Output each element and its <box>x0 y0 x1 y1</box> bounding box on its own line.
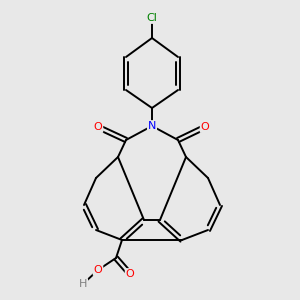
Text: Cl: Cl <box>147 13 158 23</box>
Text: O: O <box>94 265 102 275</box>
Text: O: O <box>126 269 134 279</box>
Text: O: O <box>94 122 102 132</box>
Text: H: H <box>79 279 87 289</box>
Text: N: N <box>148 121 156 131</box>
Text: O: O <box>201 122 209 132</box>
